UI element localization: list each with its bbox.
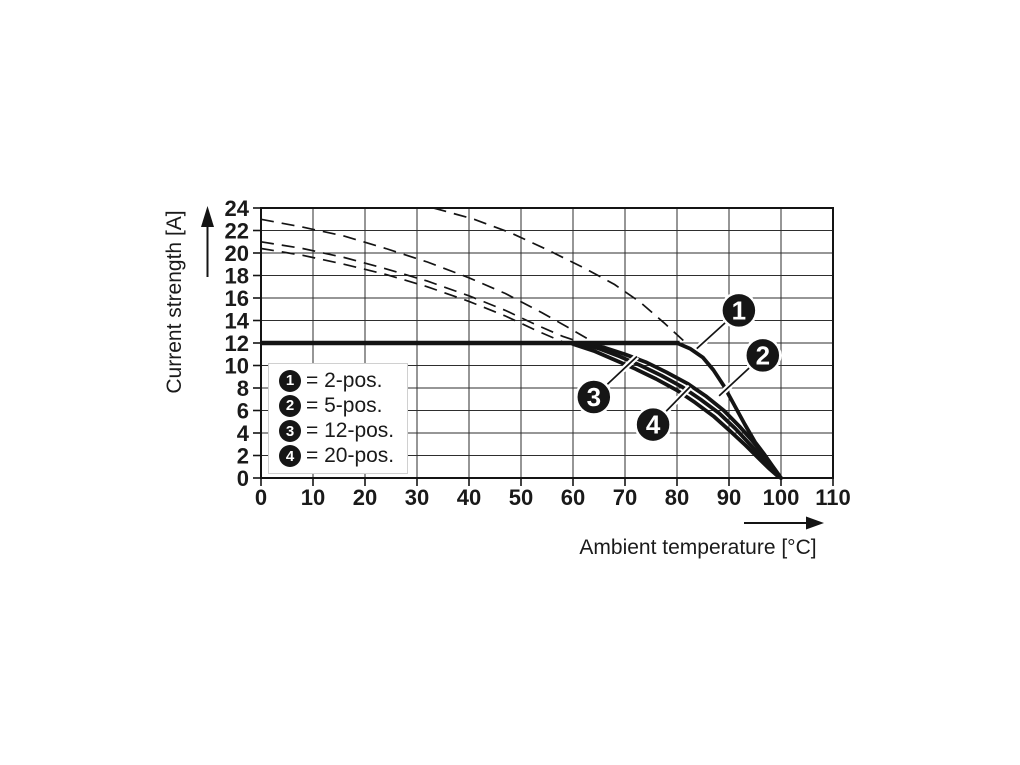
y-tick-label-8: 8	[237, 376, 249, 401]
y-tick-label-20: 20	[225, 241, 249, 266]
series-capacity-12pos-line	[260, 240, 587, 345]
y-tick-label-24: 24	[225, 196, 250, 221]
x-tick-label-40: 40	[457, 485, 481, 510]
x-tick-label-90: 90	[717, 485, 741, 510]
y-tick-label-6: 6	[237, 399, 249, 424]
y-tick-label-22: 22	[225, 219, 249, 244]
x-tick-label-50: 50	[509, 485, 533, 510]
legend: 1 = 2-pos. 2 = 5-pos. 3 = 12-pos. 4 = 20…	[268, 363, 408, 474]
x-tick-label-0: 0	[255, 485, 267, 510]
y-tick-label-16: 16	[225, 286, 249, 311]
x-tick-label-110: 110	[815, 485, 851, 510]
x-tick-label-20: 20	[353, 485, 377, 510]
callout-marker-1-icon	[720, 291, 758, 330]
data-series	[260, 207, 783, 480]
callout-marker-2-number: 2	[756, 340, 770, 370]
x-axis-arrow-icon	[744, 516, 824, 530]
x-tick-label-100: 100	[763, 485, 800, 510]
y-tick-label-2: 2	[237, 444, 249, 469]
legend-label-12pos: = 12-pos.	[306, 419, 395, 443]
callout-marker-3-icon	[575, 378, 613, 416]
legend-item-20pos: 4 = 20-pos.	[279, 444, 407, 469]
y-axis-title: Current strength [A]	[163, 210, 186, 393]
x-tick-label-80: 80	[665, 485, 689, 510]
legend-label-20pos: = 20-pos.	[306, 444, 395, 468]
legend-marker-2-icon: 2	[279, 394, 301, 417]
callout-marker-1-number: 1	[732, 295, 746, 325]
series-capacity-5pos-line	[260, 218, 592, 342]
series-derated-20pos-line	[571, 342, 783, 480]
x-tick-label-60: 60	[561, 485, 585, 510]
legend-label-5pos: = 5-pos.	[306, 393, 383, 417]
legend-item-5pos: 2 = 5-pos.	[279, 393, 407, 418]
legend-item-12pos: 3 = 12-pos.	[279, 419, 407, 444]
callout-marker-2-icon	[744, 336, 782, 375]
legend-marker-1-icon: 1	[279, 369, 301, 392]
series-capacity-20pos-line	[260, 247, 582, 348]
x-axis-title: Ambient temperature [°C]	[579, 536, 816, 559]
callout-marker-4-icon	[634, 405, 672, 444]
y-tick-label-4: 4	[237, 421, 250, 446]
legend-marker-3-icon: 3	[279, 420, 301, 443]
y-tick-label-18: 18	[225, 264, 249, 289]
legend-label-2pos: = 2-pos.	[306, 368, 383, 392]
x-tick-label-10: 10	[301, 485, 325, 510]
series-derated-5pos-line	[581, 341, 783, 480]
legend-item-2pos: 1 = 2-pos.	[279, 368, 407, 393]
x-tick-label-30: 30	[405, 485, 429, 510]
callout-marker-4-number: 4	[646, 410, 661, 440]
legend-marker-4-icon: 4	[279, 445, 301, 468]
y-axis-arrow-icon	[201, 206, 214, 277]
y-tick-label-10: 10	[225, 354, 249, 379]
y-tick-label-14: 14	[225, 309, 250, 334]
y-tick-label-12: 12	[225, 331, 249, 356]
y-tick-label-0: 0	[237, 466, 249, 491]
callout-marker-3-number: 3	[587, 382, 601, 412]
x-tick-label-70: 70	[613, 485, 637, 510]
curve-callouts: 12 3 4	[575, 291, 782, 444]
